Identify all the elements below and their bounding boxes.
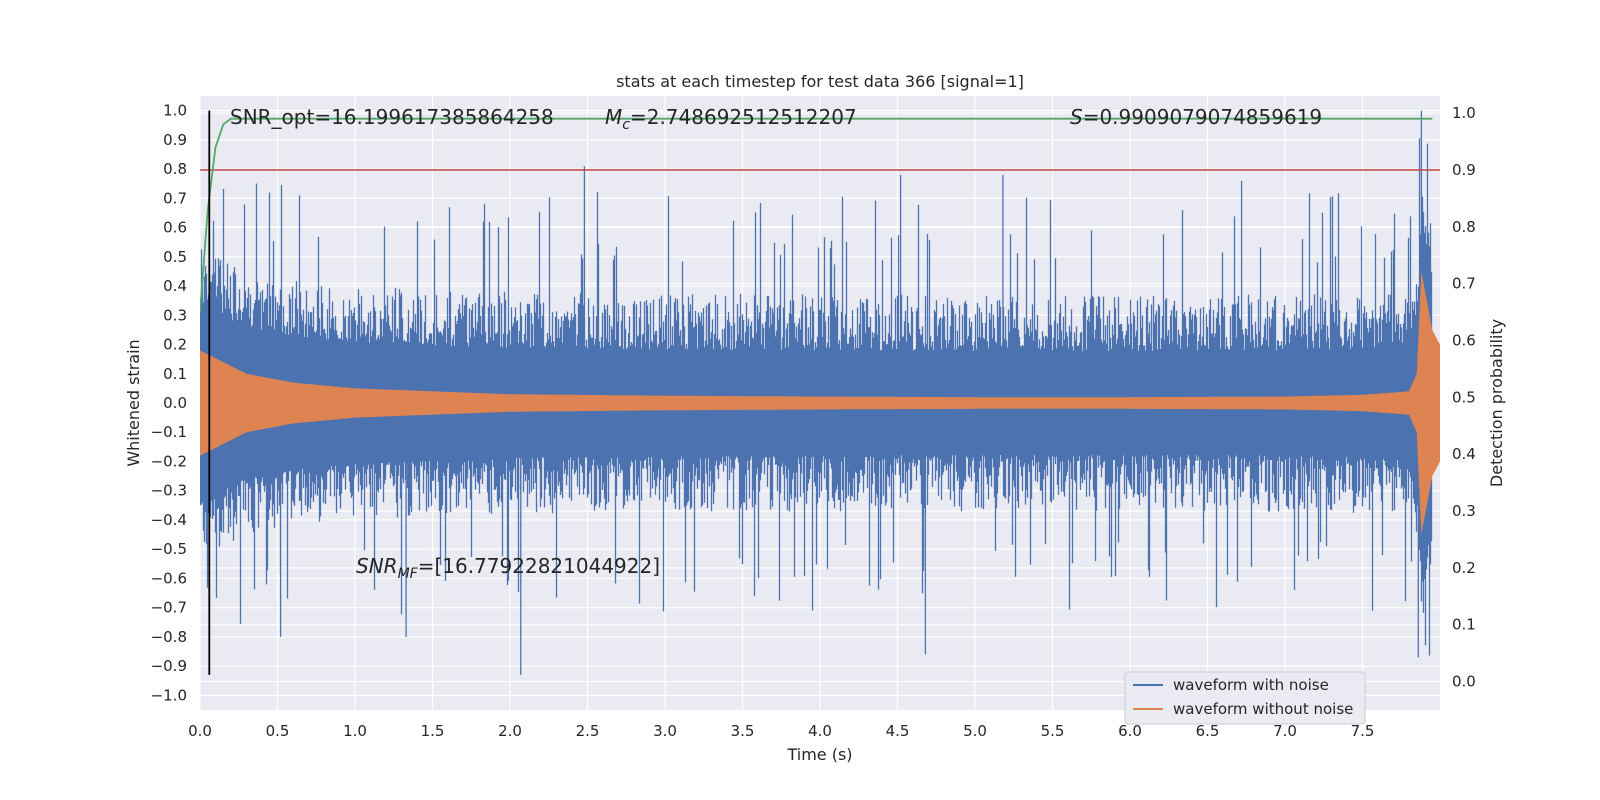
y-tick-label: 0.2 [163, 336, 187, 354]
y-tick-label: 0.5 [163, 248, 187, 266]
y-right-tick-label: 0.4 [1452, 445, 1476, 463]
y-right-tick-label: 0.3 [1452, 502, 1476, 520]
stat-s-symbol: S [1070, 105, 1083, 129]
y-right-tick-label: 0.8 [1452, 218, 1476, 236]
stat-s-annotation: S=0.9909079074859619 [1070, 105, 1322, 129]
snr-mf-subscript: MF [398, 566, 419, 582]
x-tick-label: 5.0 [963, 722, 987, 740]
chart-title: stats at each timestep for test data 366… [616, 72, 1024, 91]
data-marks [200, 110, 1440, 675]
snr-mf-value: =[16.77922821044922] [418, 554, 660, 578]
legend-label-noise: waveform with noise [1173, 676, 1329, 694]
y-right-tick-label: 0.5 [1452, 388, 1476, 406]
snr-mf-annotation: SNRMF=[16.77922821044922] [356, 554, 660, 582]
y-right-tick-label: 0.1 [1452, 616, 1476, 634]
y-tick-label: −0.3 [151, 482, 187, 500]
y-right-tick-label: 0.9 [1452, 161, 1476, 179]
y-right-axis-label: Detection probability [1487, 319, 1506, 487]
y-tick-label: 0.1 [163, 365, 187, 383]
x-tick-label: 2.0 [498, 722, 522, 740]
x-axis-label: Time (s) [786, 745, 852, 764]
y-tick-label: −0.5 [151, 540, 187, 558]
chirp-mass-symbol: M [605, 105, 622, 129]
y-tick-label: −0.8 [151, 628, 187, 646]
series-detection-probability [200, 117, 1433, 313]
y-tick-label: 0.7 [163, 189, 187, 207]
x-tick-label: 2.5 [576, 722, 600, 740]
y-axis-label: Whitened strain [124, 339, 143, 466]
x-tick-label: 4.5 [886, 722, 910, 740]
x-tick-label: 6.0 [1118, 722, 1142, 740]
x-tick-label: 5.5 [1041, 722, 1065, 740]
y-tick-label: −0.4 [151, 511, 187, 529]
y-right-tick-label: 1.0 [1452, 104, 1476, 122]
y-tick-label: −0.1 [151, 423, 187, 441]
y-right-tick-label: 0.6 [1452, 331, 1476, 349]
x-tick-label: 3.0 [653, 722, 677, 740]
y-tick-label: 0.9 [163, 131, 187, 149]
y-right-tick-label: 0.2 [1452, 559, 1476, 577]
y-tick-label: −0.2 [151, 452, 187, 470]
x-tick-label: 0.5 [266, 722, 290, 740]
legend: waveform with noise waveform without noi… [1124, 671, 1366, 725]
legend-label-clean: waveform without noise [1173, 700, 1353, 718]
x-tick-label: 1.0 [343, 722, 367, 740]
y-right-tick-label: 0.7 [1452, 275, 1476, 293]
chirp-mass-value: =2.748692512512207 [630, 105, 857, 129]
y-tick-label: 0.4 [163, 277, 187, 295]
y-tick-label: −0.6 [151, 569, 187, 587]
y-tick-label: 0.8 [163, 160, 187, 178]
x-tick-label: 7.5 [1351, 722, 1375, 740]
y-right-tick-label: 0.0 [1452, 673, 1476, 691]
x-tick-label: 6.5 [1196, 722, 1220, 740]
y-tick-label: −1.0 [151, 686, 187, 704]
x-tick-label: 0.0 [188, 722, 212, 740]
y-tick-label: 0.6 [163, 219, 187, 237]
snr-mf-symbol: SNR [356, 554, 398, 578]
series-clean-waveform [200, 271, 1440, 535]
x-tick-label: 7.0 [1273, 722, 1297, 740]
y-tick-label: −0.7 [151, 599, 187, 617]
y-tick-label: 0.3 [163, 306, 187, 324]
x-tick-label: 1.5 [421, 722, 445, 740]
snr-opt-annotation: SNR_opt=16.199617385864258 [230, 105, 554, 129]
chirp-mass-annotation: Mc=2.748692512512207 [605, 105, 857, 133]
stat-s-value: =0.9909079074859619 [1083, 105, 1322, 129]
legend-box [1124, 671, 1366, 725]
ticks: 0.0 0.5 1.0 1.5 2.0 2.5 3.0 3.5 4.0 4.5 5.0 5.5 6.0 6… [151, 102, 1476, 740]
y-tick-label: 0.0 [163, 394, 187, 412]
x-tick-label: 4.0 [808, 722, 832, 740]
y-tick-label: −0.9 [151, 657, 187, 675]
y-tick-label: 1.0 [163, 102, 187, 120]
chirp-mass-subscript: c [622, 117, 630, 133]
x-tick-label: 3.5 [731, 722, 755, 740]
